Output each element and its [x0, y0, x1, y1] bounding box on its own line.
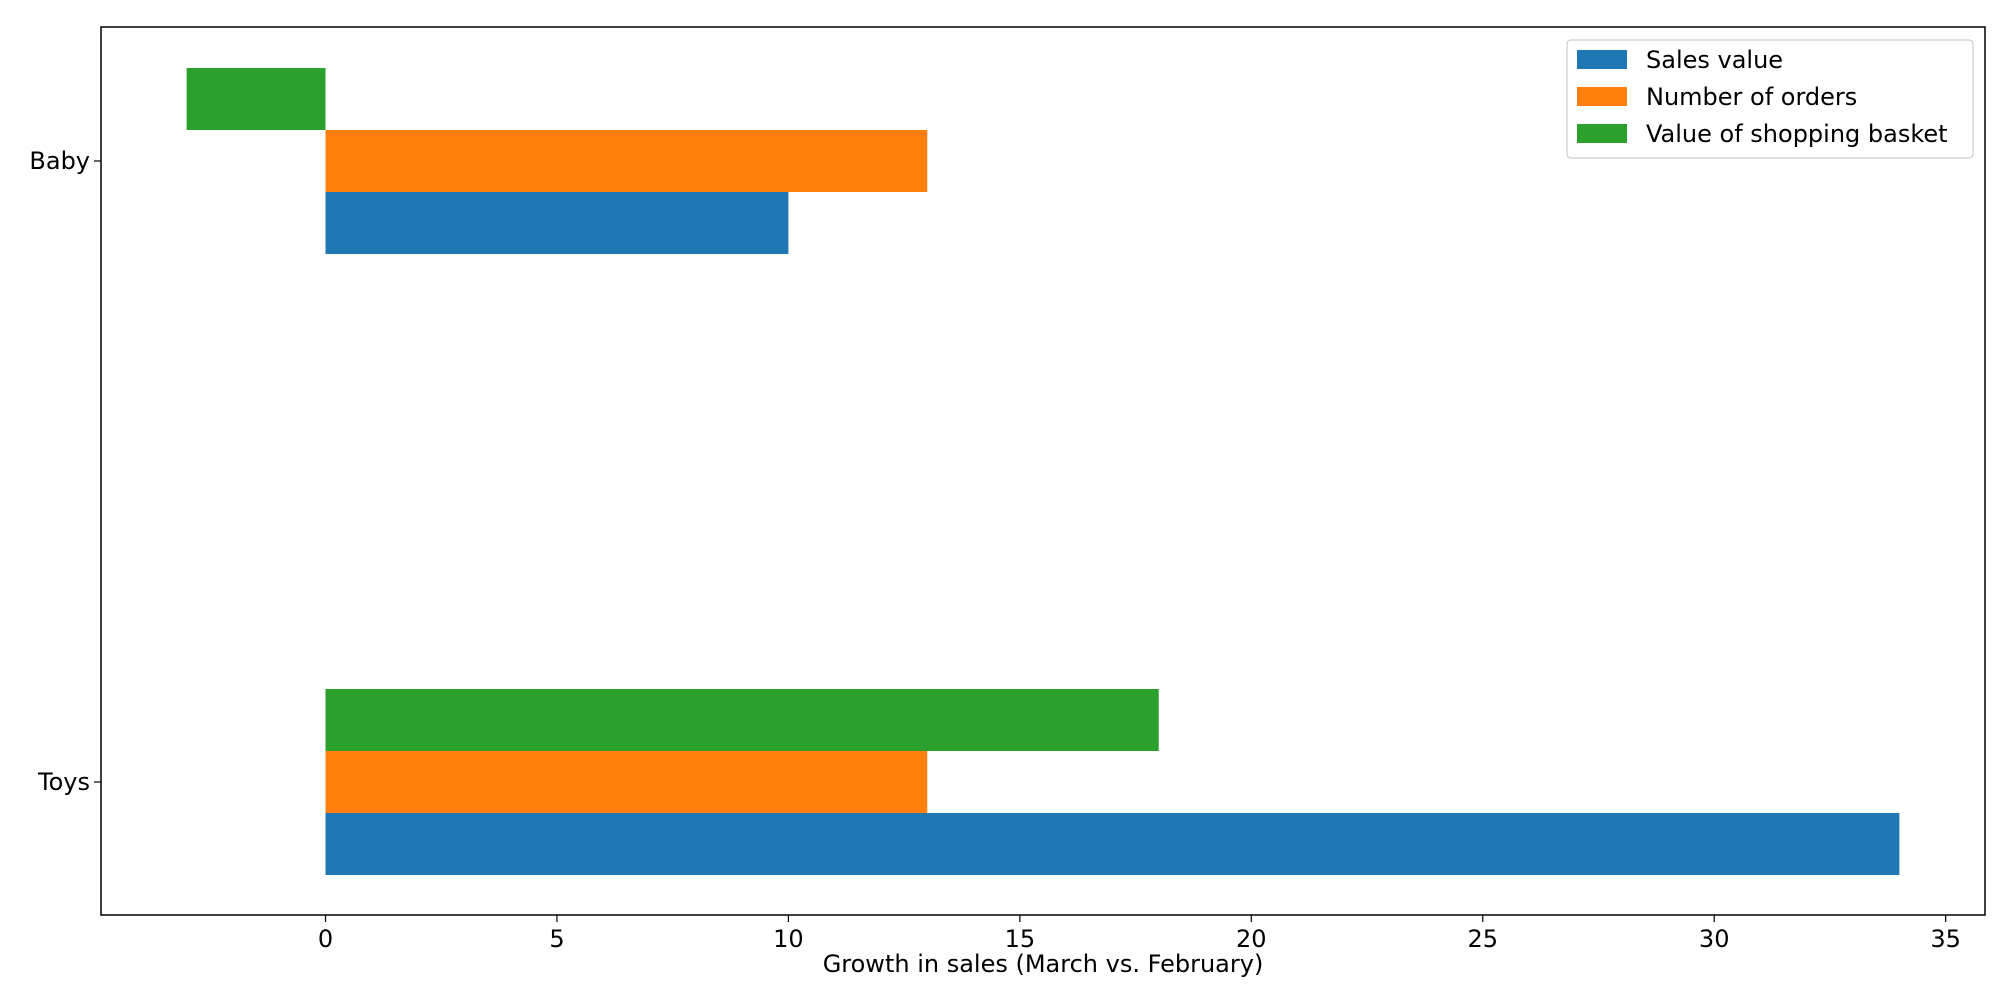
bar-baby-number-of-orders: [325, 130, 928, 192]
x-tick-label: 35: [1930, 925, 1961, 953]
legend: Sales value Number of orders Value of shop…: [1566, 39, 1974, 159]
x-tick-label: 15: [1005, 925, 1036, 953]
x-axis-label: Growth in sales (March vs. February): [823, 950, 1264, 978]
bars: [186, 68, 1900, 875]
x-tick-label: 25: [1467, 925, 1498, 953]
bar-baby-value-of-shopping-basket: [186, 68, 326, 130]
legend-box: [1566, 39, 1974, 159]
legend-label-sales-value: Sales value: [1646, 46, 1783, 74]
legend-label-value-of-shopping-basket: Value of shopping basket: [1646, 120, 1948, 148]
legend-label-number-of-orders: Number of orders: [1646, 83, 1857, 111]
bar-baby-sales-value: [325, 192, 789, 254]
x-tick-label: 10: [773, 925, 804, 953]
x-ticks: 0 5 10 15 20 25 30 35: [318, 915, 1961, 953]
legend-swatch-value-of-shopping-basket: [1577, 124, 1627, 143]
y-tick-label-baby: Baby: [29, 147, 90, 175]
x-tick-label: 5: [549, 925, 564, 953]
legend-swatch-sales-value: [1577, 50, 1627, 69]
bar-toys-sales-value: [325, 813, 1900, 875]
x-tick-label: 20: [1236, 925, 1267, 953]
x-tick-label: 0: [318, 925, 333, 953]
y-ticks: Baby Toys: [29, 147, 101, 796]
legend-swatch-number-of-orders: [1577, 87, 1627, 106]
bar-toys-value-of-shopping-basket: [325, 689, 1159, 751]
y-tick-label-toys: Toys: [37, 768, 90, 796]
plot-frame: [100, 26, 1986, 916]
x-tick-label: 30: [1699, 925, 1730, 953]
bar-toys-number-of-orders: [325, 751, 928, 813]
